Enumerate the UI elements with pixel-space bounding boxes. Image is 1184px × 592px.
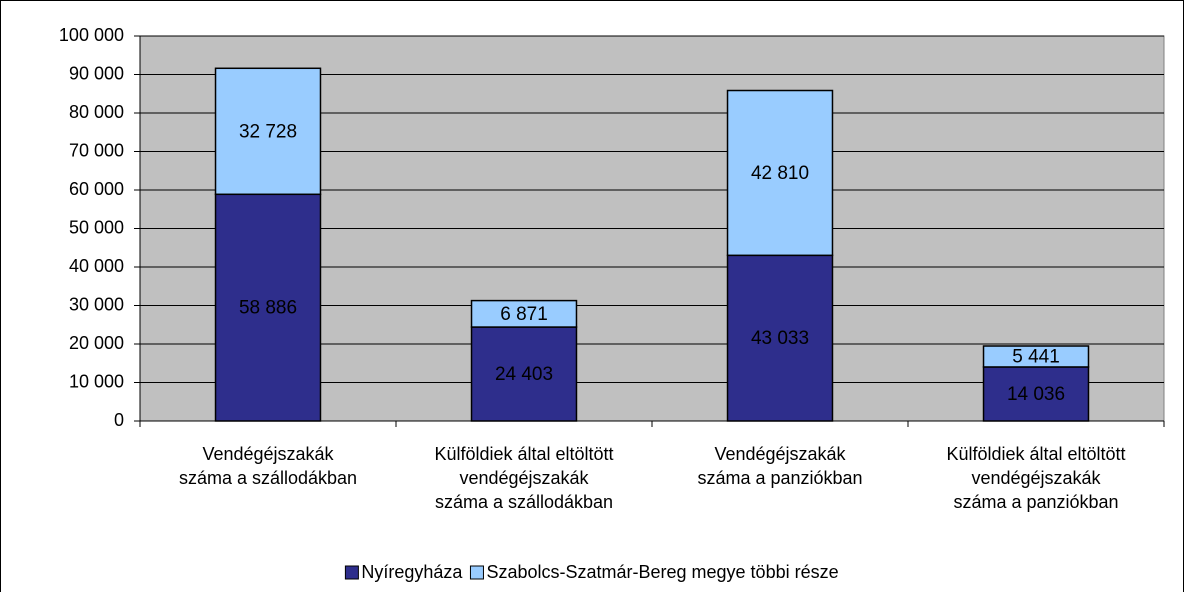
x-tick-label-line: Vendégéjszakák: [714, 444, 846, 464]
x-tick-label-line: vendégéjszakák: [459, 468, 589, 488]
bar-segment: [470, 326, 578, 422]
bar-segment: [214, 193, 322, 422]
legend-label: Szabolcs-Szatmár-Bereg megye többi része: [486, 562, 838, 582]
x-tick-label-line: Vendégéjszakák: [202, 444, 334, 464]
bar-segment: [470, 299, 578, 328]
y-tick-label: 0: [114, 410, 124, 430]
x-tick-label-line: vendégéjszakák: [971, 468, 1101, 488]
x-tick-label: Vendégéjszakák száma a panziókban: [697, 444, 862, 488]
value-label: 5 441: [1012, 347, 1060, 368]
x-tick-label-line: Külföldiek által eltöltött: [434, 444, 613, 464]
x-tick-label-line: Külföldiek által eltöltött: [946, 444, 1125, 464]
legend-label: Nyíregyháza: [361, 562, 463, 582]
legend: Nyíregyháza Szabolcs-Szatmár-Bereg megye …: [344, 562, 839, 582]
x-tick-label: Vendégéjszakák száma a szállodákban: [179, 444, 357, 488]
value-label: 14 036: [1007, 384, 1065, 405]
y-tick-label: 60 000: [69, 179, 124, 199]
x-tick-label: Külföldiek által eltöltött vendégéjszakák…: [946, 444, 1125, 512]
x-tick-label-line: száma a szállodákban: [435, 492, 613, 512]
legend-swatch: [344, 565, 359, 580]
y-tick-label: 30 000: [69, 294, 124, 314]
y-tick-label: 100 000: [59, 25, 124, 45]
y-tick-label: 90 000: [69, 63, 124, 83]
legend-swatch: [469, 565, 484, 580]
bar-segment: [982, 366, 1090, 422]
value-label: 6 871: [500, 304, 548, 325]
value-label: 42 810: [751, 163, 809, 184]
value-label: 43 033: [751, 328, 809, 349]
bar-segment: [726, 254, 834, 422]
x-tick-label-line: száma a szállodákban: [179, 468, 357, 488]
value-label: 24 403: [495, 364, 553, 385]
bar-segment: [726, 89, 834, 257]
y-tick-label: 70 000: [69, 140, 124, 160]
bar-segment: [214, 67, 322, 196]
x-tick-label-line: száma a panziókban: [697, 468, 862, 488]
value-label: 32 728: [239, 121, 297, 142]
y-tick-label: 80 000: [69, 102, 124, 122]
y-tick-label: 40 000: [69, 256, 124, 276]
y-tick-label: 10 000: [69, 371, 124, 391]
x-tick-label: Külföldiek által eltöltött vendégéjszakák…: [434, 444, 613, 512]
x-tick-label-line: száma a panziókban: [953, 492, 1118, 512]
y-tick-label: 20 000: [69, 333, 124, 353]
y-tick-label: 50 000: [69, 217, 124, 237]
value-label: 58 886: [239, 298, 297, 319]
bar-segment: [982, 345, 1090, 368]
